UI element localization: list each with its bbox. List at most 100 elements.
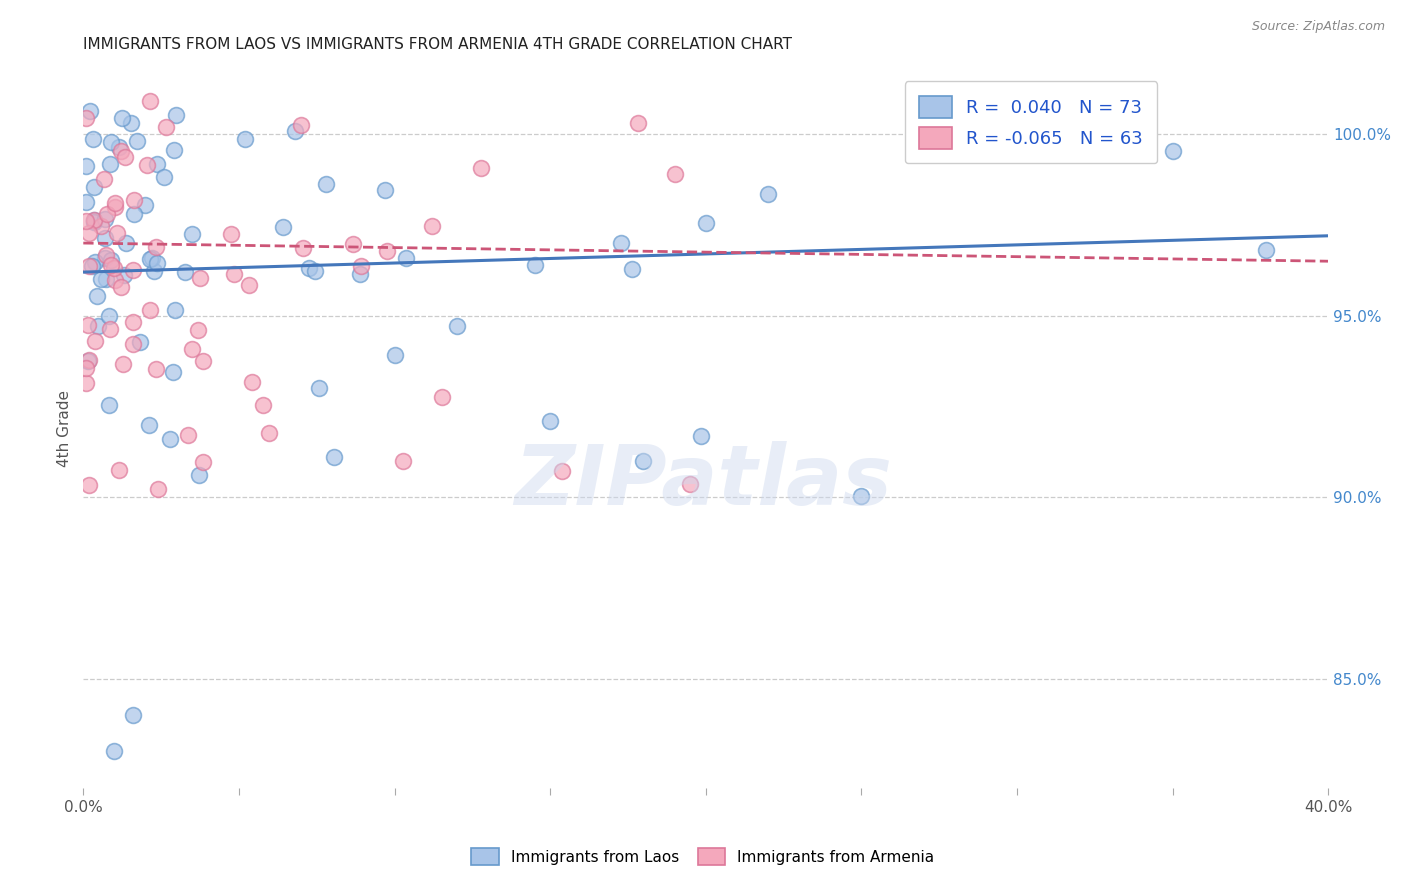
Point <box>104 200 127 214</box>
Point <box>551 464 574 478</box>
Point <box>121 708 143 723</box>
Point <box>298 260 321 275</box>
Point <box>129 335 152 350</box>
Point <box>100 135 122 149</box>
Point <box>122 207 145 221</box>
Point <box>87 319 110 334</box>
Point <box>75 159 97 173</box>
Point <box>122 337 145 351</box>
Point <box>146 482 169 496</box>
Point <box>94 247 117 261</box>
Point <box>75 361 97 376</box>
Point <box>323 450 346 464</box>
Point <box>146 156 169 170</box>
Point <box>112 357 135 371</box>
Point <box>77 478 100 492</box>
Point <box>422 219 444 233</box>
Point <box>75 194 97 209</box>
Point <box>222 268 245 282</box>
Point <box>188 468 211 483</box>
Text: Source: ZipAtlas.com: Source: ZipAtlas.com <box>1251 20 1385 33</box>
Point <box>114 235 136 250</box>
Point <box>679 476 702 491</box>
Point <box>155 120 177 134</box>
Point <box>627 116 650 130</box>
Point <box>100 258 122 272</box>
Point <box>284 124 307 138</box>
Point <box>163 302 186 317</box>
Point <box>120 116 142 130</box>
Point <box>620 262 643 277</box>
Point <box>94 231 117 245</box>
Point <box>83 180 105 194</box>
Point <box>83 215 105 229</box>
Point <box>104 196 127 211</box>
Point <box>108 463 131 477</box>
Point <box>430 390 453 404</box>
Point <box>349 267 371 281</box>
Point <box>446 319 468 334</box>
Point <box>143 264 166 278</box>
Point <box>139 252 162 266</box>
Point <box>75 214 97 228</box>
Point <box>111 112 134 126</box>
Point <box>470 161 492 176</box>
Point <box>83 213 105 227</box>
Point <box>1161 144 1184 158</box>
Point <box>374 183 396 197</box>
Point <box>103 261 125 276</box>
Point <box>290 118 312 132</box>
Point <box>350 259 373 273</box>
Point <box>122 193 145 207</box>
Point <box>756 186 779 201</box>
Point <box>384 348 406 362</box>
Point <box>84 334 107 348</box>
Point <box>76 318 98 333</box>
Point <box>165 107 187 121</box>
Point <box>125 134 148 148</box>
Legend: Immigrants from Laos, Immigrants from Armenia: Immigrants from Laos, Immigrants from Ar… <box>465 842 941 871</box>
Point <box>100 252 122 267</box>
Point <box>181 342 204 356</box>
Point <box>176 428 198 442</box>
Point <box>96 272 118 286</box>
Point <box>392 454 415 468</box>
Point <box>664 167 686 181</box>
Point <box>190 271 212 285</box>
Point <box>342 237 364 252</box>
Point <box>145 362 167 376</box>
Point <box>238 277 260 292</box>
Point <box>97 397 120 411</box>
Point <box>252 398 274 412</box>
Point <box>75 112 97 126</box>
Point <box>90 219 112 233</box>
Point <box>90 272 112 286</box>
Point <box>162 143 184 157</box>
Point <box>79 103 101 118</box>
Point <box>110 144 132 158</box>
Point <box>240 376 263 390</box>
Point <box>86 289 108 303</box>
Point <box>395 251 418 265</box>
Point <box>136 158 159 172</box>
Point <box>96 207 118 221</box>
Point <box>633 454 655 468</box>
Point <box>134 198 156 212</box>
Point <box>108 140 131 154</box>
Point <box>121 263 143 277</box>
Point <box>94 251 117 265</box>
Point <box>139 303 162 318</box>
Point <box>375 244 398 259</box>
Point <box>82 132 104 146</box>
Point <box>233 132 256 146</box>
Point <box>83 212 105 227</box>
Point <box>851 489 873 503</box>
Point <box>219 227 242 241</box>
Point <box>77 354 100 368</box>
Point <box>103 744 125 758</box>
Point <box>83 254 105 268</box>
Point <box>257 425 280 440</box>
Point <box>79 353 101 368</box>
Point <box>141 252 163 266</box>
Point <box>291 241 314 255</box>
